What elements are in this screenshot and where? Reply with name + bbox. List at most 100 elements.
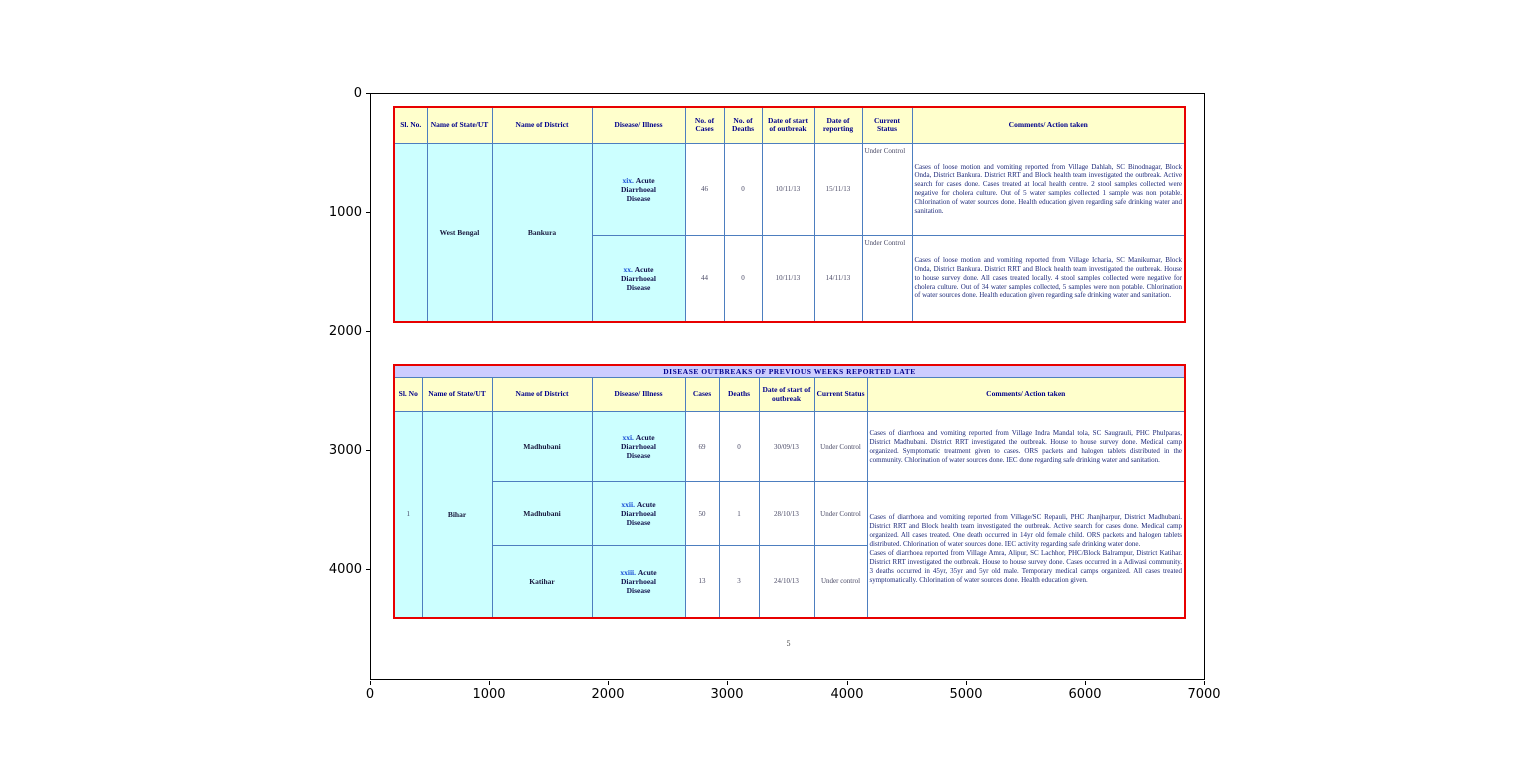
table-row: West Bengal Bankura xix. Acute Diarrhoea… — [393, 142, 1186, 323]
start-date-cell: 10/11/13 — [761, 234, 815, 323]
x-tick-label: 2000 — [591, 687, 625, 702]
y-tick-label: 3000 — [328, 443, 362, 458]
start-date-cell: 24/10/13 — [758, 545, 815, 618]
sl-no-cell: 1 — [393, 411, 423, 618]
disease-cell: xx. Acute Diarrhoeal Disease — [591, 234, 686, 323]
y-tick — [366, 331, 370, 332]
deaths-cell: 0 — [723, 234, 763, 323]
table-header-row: Sl. No Name of State/UT Name of District… — [393, 377, 1186, 412]
col-header-disease: Disease/ Illness — [591, 377, 686, 412]
table-title-row: DISEASE OUTBREAKS OF PREVIOUS WEEKS REPO… — [393, 364, 1186, 378]
col-header-status: Current Status — [813, 377, 868, 412]
col-header-comments: Comments/ Action taken — [911, 106, 1186, 144]
cases-cell: 50 — [684, 481, 720, 546]
col-header-status: Current Status — [861, 106, 913, 144]
start-date-cell: 10/11/13 — [761, 142, 815, 236]
y-tick-label: 4000 — [328, 562, 362, 577]
y-tick — [366, 450, 370, 451]
x-tick — [370, 681, 371, 685]
y-tick — [366, 93, 370, 94]
cases-cell: 46 — [684, 142, 725, 236]
col-header-disease: Disease/ Illness — [591, 106, 686, 144]
status-cell: Under Control — [861, 234, 913, 323]
deaths-cell: 0 — [723, 142, 763, 236]
col-header-deaths: Deaths — [718, 377, 760, 412]
start-date-cell: 30/09/13 — [758, 411, 815, 482]
status-cell: Under control — [813, 545, 868, 618]
disease-cell: xxi. Acute Diarrhoeal Disease — [591, 411, 686, 482]
comments-cell: Cases of diarrhoea and vomiting reported… — [866, 411, 1186, 482]
plot-area: Sl. No. Name of State/UT Name of Distric… — [370, 93, 1205, 680]
x-tick-label: 3000 — [710, 687, 744, 702]
x-tick — [1204, 681, 1205, 685]
y-tick-label: 2000 — [328, 324, 362, 339]
sl-no-cell — [393, 142, 428, 323]
col-header-sl-no: Sl. No — [393, 377, 423, 412]
disease-cell: xix. Acute Diarrhoeal Disease — [591, 142, 686, 236]
comments-cell: Cases of loose motion and vomiting repor… — [911, 142, 1186, 236]
disease-cell: xxiii. Acute Diarrhoeal Disease — [591, 545, 686, 618]
x-tick — [727, 681, 728, 685]
cases-cell: 69 — [684, 411, 720, 482]
col-header-state: Name of State/UT — [421, 377, 493, 412]
x-tick-label: 1000 — [472, 687, 506, 702]
district-cell: Madhubani — [491, 411, 593, 482]
y-tick-label: 0 — [353, 86, 362, 101]
table-row: Madhubani xxii. Acute Diarrhoeal Disease… — [394, 481, 1186, 618]
disease-number: xxii. — [621, 500, 635, 509]
col-header-district: Name of District — [491, 377, 593, 412]
col-header-start-date: Date of start of outbreak — [761, 106, 815, 144]
late-reported-table: DISEASE OUTBREAKS OF PREVIOUS WEEKS REPO… — [393, 364, 1187, 619]
x-tick — [847, 681, 848, 685]
disease-number: xix. — [622, 175, 634, 185]
page-number: 5 — [786, 639, 791, 648]
x-tick — [608, 681, 609, 685]
table-header-row: Sl. No. Name of State/UT Name of Distric… — [393, 106, 1186, 144]
col-header-sl-no: Sl. No. — [393, 106, 428, 144]
district-cell: Bankura — [491, 142, 593, 323]
x-tick — [1085, 681, 1086, 685]
deaths-cell: 1 — [718, 481, 760, 546]
comments-paragraph: Cases of diarrhoea reported from Village… — [869, 549, 1183, 585]
col-header-cases: Cases — [684, 377, 720, 412]
col-header-district: Name of District — [491, 106, 593, 144]
cases-cell: 13 — [684, 545, 720, 618]
x-tick — [966, 681, 967, 685]
reporting-date-cell: 15/11/13 — [813, 142, 863, 236]
comments-cell: Cases of loose motion and vomiting repor… — [911, 234, 1186, 323]
x-tick-label: 4000 — [830, 687, 864, 702]
deaths-cell: 3 — [718, 545, 760, 618]
col-header-start-date: Date of start of outbreak — [758, 377, 815, 412]
disease-name: Acute Diarrhoeal Disease — [621, 264, 656, 292]
col-header-comments: Comments/ Action taken — [866, 377, 1186, 412]
status-cell: Under Control — [813, 481, 868, 546]
disease-number: xxi. — [622, 433, 634, 442]
disease-number: xxiii. — [620, 567, 636, 577]
col-header-cases: No. of Cases — [684, 106, 725, 144]
status-cell: Under Control — [861, 142, 913, 236]
x-tick-label: 5000 — [949, 687, 983, 702]
table-row: Katihar xxiii. Acute Diarrhoeal Disease … — [394, 545, 1185, 618]
col-header-state: Name of State/UT — [426, 106, 493, 144]
table-row: xx. Acute Diarrhoeal Disease 44 0 10/11/… — [394, 234, 1186, 323]
disease-cell: xxii. Acute Diarrhoeal Disease — [591, 481, 686, 546]
reporting-date-cell: 14/11/13 — [813, 234, 863, 323]
comments-paragraph: Cases of diarrhoea and vomiting reported… — [869, 513, 1183, 549]
start-date-cell: 28/10/13 — [758, 481, 815, 546]
y-tick — [366, 212, 370, 213]
table-title: DISEASE OUTBREAKS OF PREVIOUS WEEKS REPO… — [393, 364, 1186, 378]
disease-name: Acute Diarrhoeal Disease — [621, 500, 656, 527]
col-header-deaths: No. of Deaths — [723, 106, 763, 144]
district-cell: Katihar — [491, 545, 593, 618]
x-tick-label: 6000 — [1068, 687, 1102, 702]
table-row: 1 Bihar Madhubani xxi. Acute Diarrhoeal … — [393, 411, 1186, 618]
district-cell: Madhubani — [491, 481, 593, 546]
x-tick — [489, 681, 490, 685]
x-tick-label: 0 — [365, 687, 375, 702]
comments-cell: Cases of diarrhoea and vomiting reported… — [866, 481, 1186, 618]
disease-number: xx. — [623, 264, 633, 274]
status-cell: Under Control — [813, 411, 868, 482]
col-header-reporting-date: Date of reporting — [813, 106, 863, 144]
y-tick-label: 1000 — [328, 205, 362, 220]
outbreak-table: Sl. No. Name of State/UT Name of Distric… — [393, 106, 1186, 323]
